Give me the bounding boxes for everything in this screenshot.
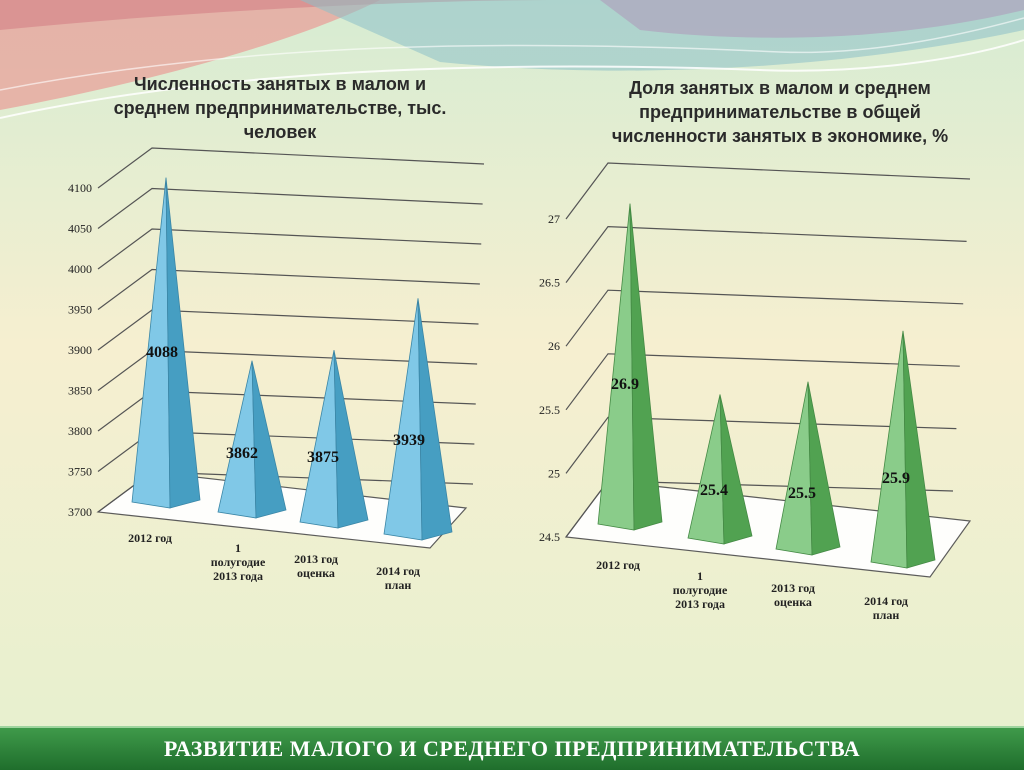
y-tick-label: 3700 xyxy=(68,505,92,519)
pyramid-bar xyxy=(131,177,201,509)
y-tick-label: 3850 xyxy=(68,384,92,398)
chart-title-employed-count: Численность занятых в малом и среднем пр… xyxy=(80,72,480,144)
category-label: 2014 год план xyxy=(376,564,420,592)
category-label: 2014 год план xyxy=(864,594,908,622)
data-label: 25.4 xyxy=(700,482,728,499)
y-tick-label: 3950 xyxy=(68,303,92,317)
y-tick-label: 3900 xyxy=(68,343,92,357)
data-label: 3939 xyxy=(393,432,425,449)
pyramid-bar xyxy=(299,350,369,529)
gridline xyxy=(97,187,483,229)
y-tick-label: 3800 xyxy=(68,424,92,438)
chart-title-line: численности занятых в экономике, % xyxy=(611,126,949,146)
data-label: 3875 xyxy=(307,449,339,466)
y-tick-label: 4050 xyxy=(68,222,92,236)
gridline xyxy=(97,228,482,270)
gridline xyxy=(565,353,960,411)
y-tick-label: 27 xyxy=(548,212,560,226)
pyramid-bar xyxy=(217,360,287,519)
gridline xyxy=(97,147,485,189)
y-tick-label: 3750 xyxy=(68,465,92,479)
chart-title-line: среднем предпринимательстве, тыс. xyxy=(113,98,447,118)
category-label: 1 полугодие 2013 года xyxy=(673,569,728,611)
data-label: 25.5 xyxy=(788,485,816,502)
y-tick-label: 25.5 xyxy=(539,403,560,417)
category-label: 2013 год оценка xyxy=(294,552,338,580)
gridline xyxy=(97,268,480,310)
pyramid-bar xyxy=(687,394,753,545)
chart-title-line: Доля занятых в малом и среднем xyxy=(629,78,931,98)
category-label: 2012 год xyxy=(596,558,640,572)
category-label: 1 полугодие 2013 года xyxy=(211,541,266,583)
footer-banner: РАЗВИТИЕ МАЛОГО И СРЕДНЕГО ПРЕДПРИНИМАТЕ… xyxy=(0,726,1024,770)
pyramid-bar xyxy=(775,381,841,556)
chart-title-line: предпринимательстве в общей xyxy=(639,102,921,122)
data-label: 26.9 xyxy=(611,376,639,393)
data-label: 25.9 xyxy=(882,470,910,487)
y-tick-label: 26 xyxy=(548,339,560,353)
gridline xyxy=(565,162,971,220)
y-tick-label: 26.5 xyxy=(539,276,560,290)
y-tick-label: 4000 xyxy=(68,262,92,276)
chart-title-line: Численность занятых в малом и xyxy=(133,74,427,94)
pyramid-bar xyxy=(597,203,663,531)
pyramid-bar xyxy=(383,298,453,541)
y-tick-label: 24.5 xyxy=(539,530,560,544)
data-label: 4088 xyxy=(146,344,178,361)
chart-title-line: человек xyxy=(243,122,317,142)
footer-title: РАЗВИТИЕ МАЛОГО И СРЕДНЕГО ПРЕДПРИНИМАТЕ… xyxy=(163,736,861,761)
category-label: 2013 год оценка xyxy=(771,581,815,609)
gridline xyxy=(565,225,967,283)
gridline xyxy=(565,416,957,474)
y-tick-label: 25 xyxy=(548,466,560,480)
data-label: 3862 xyxy=(226,445,258,462)
pyramid-bar xyxy=(870,330,936,569)
chart-title-employed-share: Доля занятых в малом и среднем предприни… xyxy=(560,76,1000,148)
gridline xyxy=(565,289,964,347)
y-tick-label: 4100 xyxy=(68,181,92,195)
category-label: 2012 год xyxy=(128,531,172,545)
